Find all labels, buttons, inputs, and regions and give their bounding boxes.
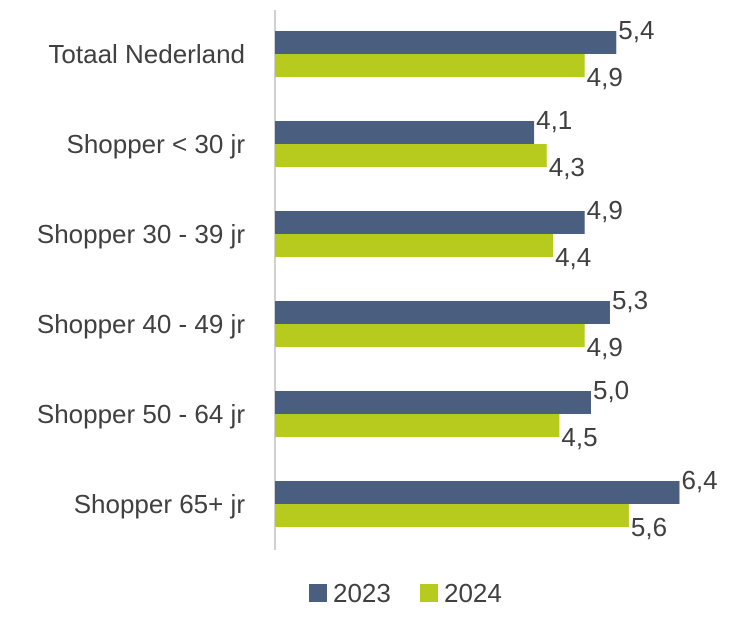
bar-2023 [275,481,680,504]
value-labels-group: 5,44,94,14,34,94,45,34,95,04,56,45,6 [536,15,718,542]
bar-2024 [275,414,560,437]
bar-2024 [275,54,585,77]
data-label-2023: 5,3 [612,285,648,315]
legend-swatch-2023 [309,584,327,602]
bar-2023 [275,211,585,234]
category-label: Shopper 50 - 64 jr [37,399,245,429]
category-label: Totaal Nederland [48,39,245,69]
data-label-2024: 4,4 [555,242,591,272]
bar-2023 [275,121,535,144]
category-label: Shopper < 30 jr [66,129,245,159]
bars-group [275,31,680,527]
data-label-2023: 6,4 [681,465,717,495]
bar-2024 [275,234,554,257]
bar-2024 [275,324,585,347]
data-label-2024: 4,3 [549,152,585,182]
bar-2023 [275,391,591,414]
data-label-2023: 5,4 [618,15,654,45]
bar-2023 [275,31,617,54]
category-label: Shopper 65+ jr [74,489,246,519]
category-label: Shopper 40 - 49 jr [37,309,245,339]
data-label-2024: 4,9 [587,62,623,92]
legend-label-2023: 2023 [333,578,391,608]
data-label-2023: 4,9 [587,195,623,225]
data-label-2023: 5,0 [593,375,629,405]
bar-2024 [275,144,547,167]
data-label-2024: 4,5 [561,422,597,452]
category-labels-group: Totaal Nederland Shopper < 30 jr Shopper 3… [37,39,245,519]
data-label-2024: 5,6 [631,512,667,542]
legend: 2023 2024 [309,578,502,608]
data-label-2023: 4,1 [536,105,572,135]
data-label-2024: 4,9 [587,332,623,362]
category-label: Shopper 30 - 39 jr [37,219,245,249]
bar-2023 [275,301,610,324]
legend-label-2024: 2024 [444,578,502,608]
bar-2024 [275,504,629,527]
legend-swatch-2024 [420,584,438,602]
